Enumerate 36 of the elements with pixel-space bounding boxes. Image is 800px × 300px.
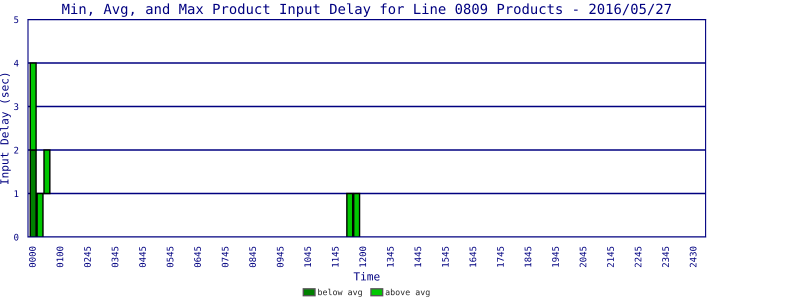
chart-title: Min, Avg, and Max Product Input Delay for Line 0809 Products - 2016/05/27: [62, 3, 671, 17]
x-tick-label: 0845: [249, 246, 256, 268]
x-tick-label: 0100: [56, 246, 64, 268]
x-tick-label: 1145: [332, 246, 339, 267]
x-axis-title: Time: [354, 272, 380, 281]
x-tick-label: 2145: [607, 246, 614, 268]
legend-label: above avg: [386, 288, 430, 297]
y-tick-label: 5: [14, 16, 18, 24]
x-tick-label: 2430: [690, 246, 697, 268]
y-tick-label: 3: [14, 103, 18, 110]
x-tick-label: 0945: [276, 246, 284, 268]
x-tick-label: 2245: [634, 246, 642, 268]
x-tick-label: 1045: [304, 246, 312, 267]
x-tick-label: 1545: [442, 246, 449, 267]
x-tick-label: 0245: [84, 246, 91, 268]
y-tick-label: 0: [14, 234, 18, 241]
y-tick-label: 4: [14, 60, 19, 66]
x-tick-label: 0745: [222, 246, 229, 268]
legend-label: below avg: [318, 288, 362, 297]
y-tick-label: 1: [14, 190, 18, 197]
x-tick-label: 0545: [166, 246, 174, 268]
x-tick-label: 1345: [386, 246, 394, 267]
x-tick-label: 0445: [139, 246, 146, 268]
x-tick-label: 1945: [552, 246, 559, 267]
x-tick-label: 1445: [414, 246, 422, 267]
x-tick-label: 1645: [469, 246, 476, 267]
y-axis-title: Input Delay (sec): [0, 74, 11, 184]
y-tick-label: 2: [14, 146, 18, 154]
x-tick-label: 2345: [662, 246, 670, 268]
x-tick-label: 2045: [580, 246, 586, 268]
x-tick-label: 0000: [28, 246, 36, 268]
x-tick-label: 0645: [194, 246, 201, 268]
x-tick-label: 1845: [524, 246, 532, 267]
x-tick-label: 1745: [497, 246, 504, 267]
x-tick-label: 0345: [112, 246, 118, 268]
x-tick-label: 1200: [359, 246, 366, 267]
